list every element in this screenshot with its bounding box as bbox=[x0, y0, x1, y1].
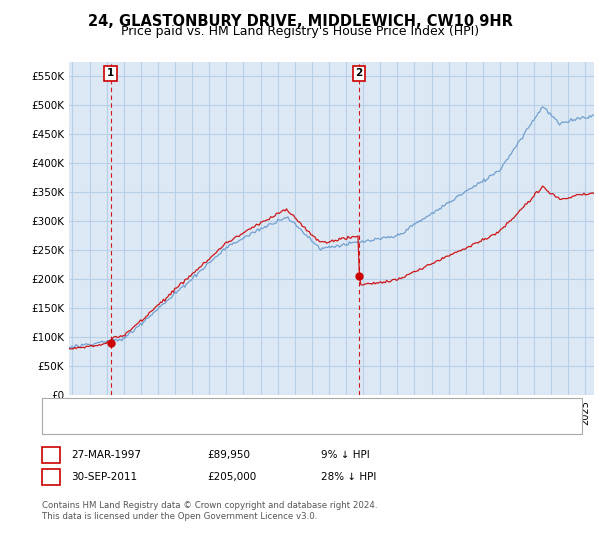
Text: Price paid vs. HM Land Registry's House Price Index (HPI): Price paid vs. HM Land Registry's House … bbox=[121, 25, 479, 38]
Text: £89,950: £89,950 bbox=[207, 450, 250, 460]
Text: 9% ↓ HPI: 9% ↓ HPI bbox=[321, 450, 370, 460]
Text: 24, GLASTONBURY DRIVE, MIDDLEWICH, CW10 9HR: 24, GLASTONBURY DRIVE, MIDDLEWICH, CW10 … bbox=[88, 14, 512, 29]
Text: £205,000: £205,000 bbox=[207, 472, 256, 482]
Text: HPI: Average price, detached house, Cheshire East: HPI: Average price, detached house, Ches… bbox=[85, 419, 338, 429]
Text: 2: 2 bbox=[355, 68, 362, 78]
Text: 28% ↓ HPI: 28% ↓ HPI bbox=[321, 472, 376, 482]
Text: 24, GLASTONBURY DRIVE, MIDDLEWICH, CW10 9HR (detached house): 24, GLASTONBURY DRIVE, MIDDLEWICH, CW10 … bbox=[85, 403, 435, 413]
Text: Contains HM Land Registry data © Crown copyright and database right 2024.
This d: Contains HM Land Registry data © Crown c… bbox=[42, 501, 377, 521]
Text: 2: 2 bbox=[47, 472, 55, 482]
Text: 1: 1 bbox=[107, 68, 114, 78]
Text: 27-MAR-1997: 27-MAR-1997 bbox=[71, 450, 141, 460]
Text: 1: 1 bbox=[47, 450, 55, 460]
Text: 30-SEP-2011: 30-SEP-2011 bbox=[71, 472, 137, 482]
